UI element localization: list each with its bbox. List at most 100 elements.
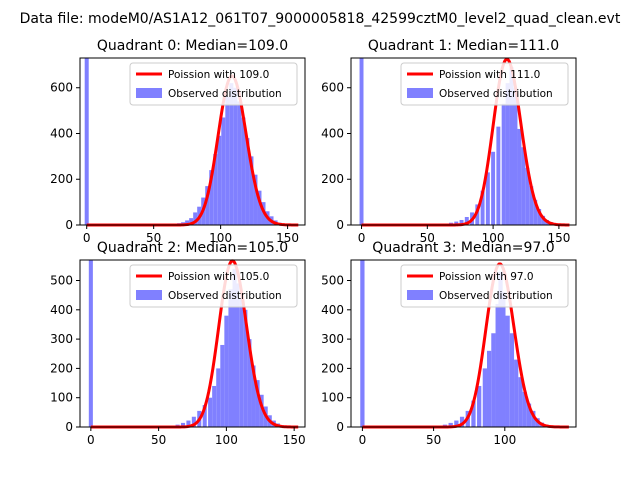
subplot-0: 0 50 100 150 0 200 400 600 Quadrant 0: Median=10… — [50, 38, 306, 245]
histogram-bar — [482, 368, 487, 427]
y-tick-label: 600 — [321, 81, 344, 95]
histogram-bar — [251, 365, 256, 427]
histogram-bar — [529, 186, 534, 225]
histogram-bar — [257, 190, 262, 225]
subplot-title: Quadrant 1: Median=111.0 — [368, 38, 559, 54]
y-tick-label: 0 — [336, 218, 344, 232]
y-tick-label: 200 — [50, 172, 73, 186]
legend-hist-label: Observed distribution — [439, 88, 553, 100]
legend-hist-label: Observed distribution — [168, 88, 282, 100]
legend: Poission with 111.0 Observed distribution — [400, 62, 569, 106]
y-tick-label: 400 — [50, 303, 73, 317]
x-tick-label: 150 — [276, 231, 299, 245]
histogram-bar — [459, 416, 465, 427]
legend-box — [129, 264, 298, 308]
axes-frame — [79, 259, 306, 428]
y-tick-label: 500 — [50, 274, 73, 288]
histogram-bar — [229, 83, 234, 225]
histogram-zero-spike — [84, 58, 89, 225]
legend-hist-swatch — [407, 88, 433, 98]
histogram-bar — [496, 126, 501, 225]
histogram-bar — [454, 420, 459, 427]
x-tick-label: 100 — [482, 231, 505, 245]
y-tick-label: 400 — [50, 126, 73, 140]
histogram-bar — [464, 216, 469, 225]
y-tick-label: 600 — [50, 81, 73, 95]
subplot-2: 0 50 100 150 0 100 200 300 400 500 Quadrant 2: Med… — [50, 240, 306, 447]
histogram-bar — [239, 298, 244, 427]
x-tick-label: 150 — [547, 231, 570, 245]
histogram-bar — [228, 289, 233, 427]
histogram-bar — [521, 147, 526, 225]
x-tick-label: 0 — [87, 433, 95, 447]
histogram-bar — [253, 174, 258, 225]
histogram-bar — [205, 186, 210, 225]
x-tick-label: 0 — [359, 433, 367, 447]
histogram-bar — [505, 315, 510, 427]
axes-frame — [350, 259, 577, 428]
histogram-bar — [220, 344, 225, 427]
histogram-bar — [509, 333, 515, 427]
subplot-3: 0 50 100 0 100 200 300 400 500 Quadrant 3: Median… — [321, 240, 577, 447]
histogram-bar — [202, 405, 207, 427]
y-tick-label: 500 — [321, 274, 344, 288]
histogram-bar — [237, 101, 242, 225]
subplot-title: Quadrant 2: Median=105.0 — [97, 240, 288, 256]
histogram-bar — [241, 117, 246, 225]
histogram-bar — [475, 204, 480, 225]
y-tick-label: 200 — [321, 172, 344, 186]
y-tick-label: 300 — [50, 332, 73, 346]
histogram-bar — [186, 420, 191, 427]
histogram-bar — [189, 218, 194, 225]
histogram-zero-spike — [360, 260, 365, 427]
subplot-title: Quadrant 3: Median=97.0 — [372, 240, 554, 256]
histogram-bar — [208, 397, 213, 427]
y-tick-label: 200 — [50, 361, 73, 375]
legend-model-label: Poission with 105.0 — [168, 271, 269, 283]
x-tick-label: 0 — [83, 231, 91, 245]
x-tick-label: 100 — [215, 433, 238, 447]
y-tick-label: 0 — [65, 218, 73, 232]
subplot-title: Quadrant 0: Median=109.0 — [97, 38, 288, 54]
legend: Poission with 97.0 Observed distribution — [400, 264, 569, 308]
legend-box — [400, 264, 569, 308]
subplot-1: 0 50 100 150 0 200 400 600 Quadrant 1: Median=11… — [321, 38, 577, 245]
axes-frame — [350, 57, 577, 226]
histogram-bar — [537, 208, 542, 225]
histogram-bar — [480, 190, 485, 225]
x-tick-label: 50 — [146, 231, 161, 245]
histogram-bar — [448, 422, 453, 427]
histogram-bar — [235, 283, 240, 427]
histogram-bar — [217, 135, 222, 225]
histogram-bar — [225, 96, 230, 225]
histogram-bar — [245, 138, 250, 225]
histogram-bar — [517, 128, 522, 225]
figure-suptitle: Data file: modeM0/AS1A12_061T07_90000058… — [20, 11, 621, 27]
histogram-bar — [212, 385, 217, 427]
histogram-bar — [243, 309, 248, 427]
x-tick-label: 50 — [420, 231, 435, 245]
histogram-bar — [491, 333, 496, 427]
histogram-bar — [501, 292, 506, 427]
axes-frame — [79, 57, 306, 226]
histogram-bar — [193, 212, 198, 225]
histogram-bar — [249, 156, 254, 225]
histogram-bar — [477, 385, 482, 427]
y-tick-label: 0 — [336, 420, 344, 434]
y-tick-label: 100 — [321, 391, 344, 405]
legend-model-label: Poission with 109.0 — [168, 69, 269, 81]
histogram-bar — [232, 268, 237, 427]
histogram-bar — [224, 315, 229, 427]
histogram-bar — [180, 422, 186, 427]
histogram-bar — [259, 394, 264, 427]
legend-hist-swatch — [136, 88, 162, 98]
histogram-bar — [485, 172, 490, 225]
histogram-bar — [518, 377, 523, 427]
legend-box — [400, 62, 569, 106]
x-tick-label: 50 — [426, 433, 441, 447]
legend-hist-swatch — [407, 290, 433, 300]
histogram-bar — [513, 87, 518, 226]
x-tick-label: 150 — [283, 433, 306, 447]
histogram-bar — [525, 167, 530, 225]
